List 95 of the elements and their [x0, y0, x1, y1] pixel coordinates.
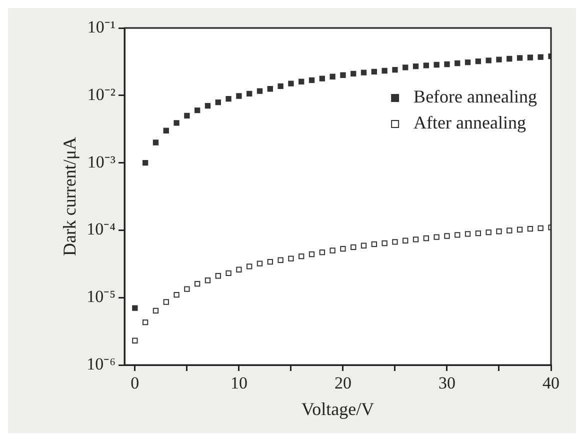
y-tick-label: 10⁻²: [87, 84, 116, 104]
point: [330, 248, 336, 254]
x-tick-label: 0: [130, 374, 140, 393]
point: [288, 80, 294, 86]
point: [236, 266, 242, 272]
point: [194, 108, 200, 114]
point: [423, 62, 430, 68]
point: [298, 78, 304, 84]
point: [256, 88, 263, 94]
point: [527, 226, 534, 232]
point: [174, 292, 180, 298]
point: [360, 242, 367, 248]
point: [516, 226, 523, 232]
point: [412, 63, 419, 70]
point: [475, 58, 482, 64]
point: [402, 238, 408, 244]
point: [142, 319, 148, 326]
point: [226, 96, 232, 102]
point: [496, 56, 502, 62]
point: [382, 68, 388, 74]
point: [371, 241, 378, 248]
point: [454, 60, 460, 66]
x-axis-title: Voltage/V: [301, 398, 374, 419]
y-tick-label: 10⁻⁵: [86, 287, 116, 306]
point: [278, 257, 284, 263]
point: [204, 278, 211, 284]
point: [392, 66, 398, 73]
point: [132, 305, 138, 311]
point: [278, 83, 284, 90]
x-tick-label: 30: [438, 374, 456, 393]
point: [152, 308, 159, 314]
legend-label: Before annealing: [414, 86, 538, 107]
point: [350, 70, 356, 77]
point: [236, 93, 242, 99]
point: [194, 281, 200, 287]
point: [308, 251, 315, 258]
point: [444, 233, 450, 239]
point: [371, 68, 378, 74]
point: [506, 228, 512, 234]
x-tick-label: 20: [334, 374, 352, 393]
point: [340, 72, 346, 78]
point: [204, 103, 211, 109]
y-axis-title: Dark current/μA: [60, 136, 80, 256]
x-tick-label: 10: [230, 374, 248, 393]
point: [267, 86, 273, 92]
point: [246, 90, 252, 97]
point: [402, 64, 408, 70]
point: [163, 299, 169, 305]
y-tick-label: 10⁻⁴: [86, 220, 116, 239]
point: [330, 74, 336, 80]
point: [215, 99, 221, 106]
point: [538, 54, 544, 60]
point: [434, 62, 440, 68]
point: [246, 264, 252, 270]
point: [174, 120, 180, 126]
point: [516, 55, 523, 61]
y-tick-label: 10⁻³: [87, 152, 116, 172]
point: [423, 235, 430, 242]
point: [527, 54, 534, 60]
point: [152, 140, 159, 146]
point: [267, 258, 273, 265]
point: [506, 56, 512, 62]
point: [319, 249, 325, 256]
point: [350, 244, 356, 250]
point: [142, 160, 148, 166]
point: [444, 61, 450, 68]
x-tick-label: 40: [542, 374, 560, 393]
point: [308, 77, 315, 84]
point: [538, 225, 544, 232]
point: [486, 229, 492, 236]
point: [184, 286, 190, 292]
point: [184, 112, 190, 119]
point: [382, 240, 388, 246]
point: [360, 70, 367, 76]
point: [392, 239, 398, 245]
point: [340, 246, 346, 252]
point: [226, 270, 232, 276]
point: [319, 76, 325, 82]
point: [256, 260, 263, 266]
y-tick-label: 10⁻⁶: [86, 354, 116, 374]
point: [163, 128, 169, 134]
point: [298, 253, 304, 260]
point: [464, 231, 471, 237]
point: [434, 234, 440, 240]
y-tick-label: 10⁻¹: [87, 17, 116, 36]
point: [132, 338, 138, 344]
point: [454, 232, 460, 238]
point: [486, 58, 492, 64]
point: [288, 256, 294, 262]
point: [464, 59, 471, 66]
point: [496, 228, 502, 234]
point: [215, 273, 221, 279]
point: [475, 230, 482, 236]
point: [412, 236, 419, 242]
legend-label: After annealing: [414, 112, 526, 133]
